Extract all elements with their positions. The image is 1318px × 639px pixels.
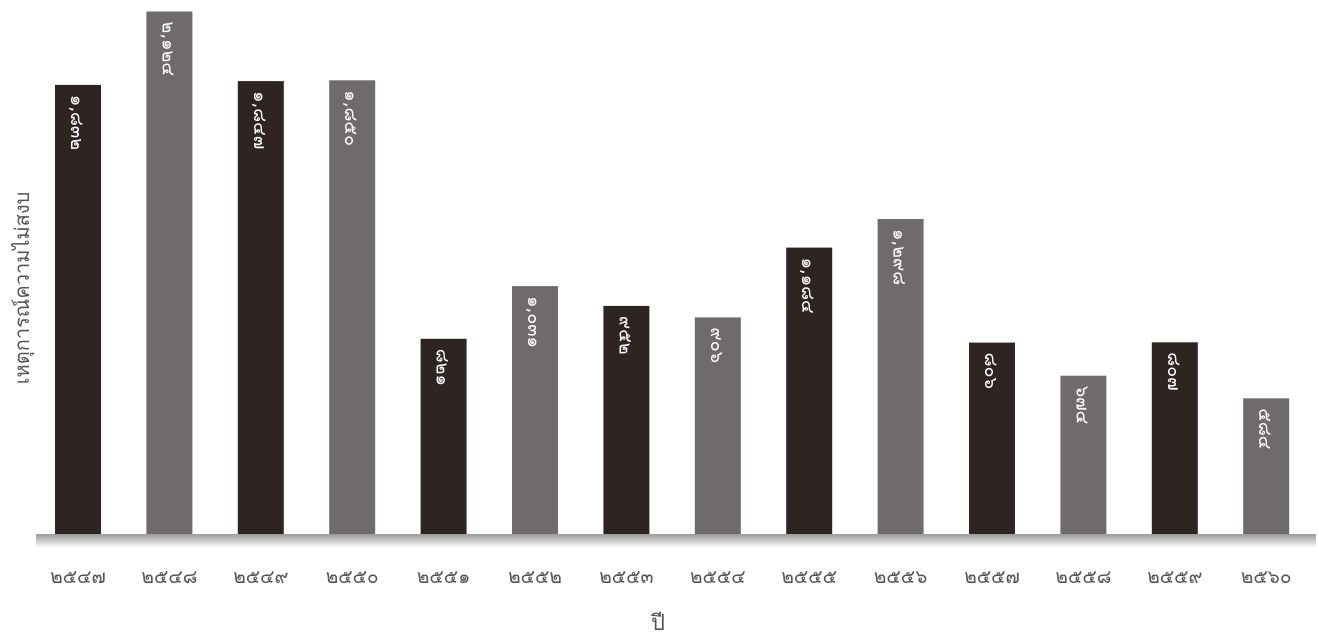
bar-value-label-10: ๘๐๖	[980, 353, 1001, 389]
x-axis-label: ปี	[650, 611, 665, 636]
bar-13	[1243, 398, 1290, 545]
bar-value-label-7: ๙๐๖	[706, 327, 727, 363]
bar-value-label-0: ๑,๘๓๒	[66, 95, 87, 150]
bar-value-label-9: ๑,๒๙๘	[889, 229, 910, 285]
x-tick-label-12: ๒๕๕๙	[1147, 566, 1202, 588]
bar-1	[146, 11, 193, 545]
bar-2	[237, 81, 284, 545]
bar-value-label-12: ๘๐๗	[1163, 352, 1184, 390]
bar-value-label-6: ๙๕๒	[614, 316, 635, 355]
x-tick-label-2: ๒๕๔๙	[233, 566, 288, 588]
bar-12	[1151, 342, 1198, 545]
chart-baseline	[36, 534, 1316, 548]
bar-value-label-4: ๘๒๑	[432, 349, 453, 386]
bar-8	[786, 247, 833, 545]
bar-6	[603, 305, 650, 545]
bar-9	[877, 219, 924, 545]
x-tick-labels: ๒๕๔๗ ๒๕๔๘ ๒๕๔๙ ๒๕๕๐ ๒๕๕๑ ๒๕๕๒ ๒๕๕๓ ๒๕๕๔ ๒๕๕๕ ๒๕๕๖…	[50, 566, 1291, 588]
bar-7	[694, 317, 741, 545]
bar-value-label-13: ๕๘๔	[1254, 408, 1275, 449]
x-tick-label-9: ๒๕๕๖	[874, 566, 927, 588]
bar-value-label-8: ๑,๑๘๔	[797, 258, 818, 314]
bar-11	[1060, 375, 1107, 545]
x-tick-label-11: ๒๕๕๘	[1055, 566, 1111, 588]
x-tick-label-8: ๒๕๕๕	[781, 566, 837, 588]
bar-5	[512, 286, 558, 545]
bar-value-label-1: ๒,๑๒๔	[157, 22, 178, 77]
x-tick-label-3: ๒๕๕๐	[326, 566, 379, 588]
bar-value-label-5: ๑,๐๓๑	[523, 296, 544, 348]
x-tick-label-1: ๒๕๔๘	[141, 566, 197, 588]
x-tick-label-13: ๒๕๖๐	[1241, 566, 1292, 588]
bar-value-label-2: ๑,๘๔๗	[249, 91, 270, 149]
bar-0	[55, 84, 101, 546]
bar-value-label-3: ๑,๘๕๐	[340, 90, 361, 146]
x-tick-label-7: ๒๕๕๔	[690, 566, 746, 588]
x-tick-label-10: ๒๕๕๗	[964, 566, 1020, 588]
bar-3	[329, 80, 376, 546]
bar-value-label-11: ๖๗๔	[1071, 386, 1092, 425]
x-tick-label-6: ๒๕๕๓	[599, 566, 653, 588]
x-tick-label-5: ๒๕๕๒	[508, 566, 562, 588]
bar-4	[420, 338, 467, 545]
x-tick-label-0: ๒๕๔๗	[50, 566, 106, 588]
x-tick-label-4: ๒๕๕๑	[417, 566, 470, 588]
bar-10	[969, 342, 1015, 545]
y-axis-label: เหตุการณ์ความไม่สงบ	[10, 192, 35, 385]
